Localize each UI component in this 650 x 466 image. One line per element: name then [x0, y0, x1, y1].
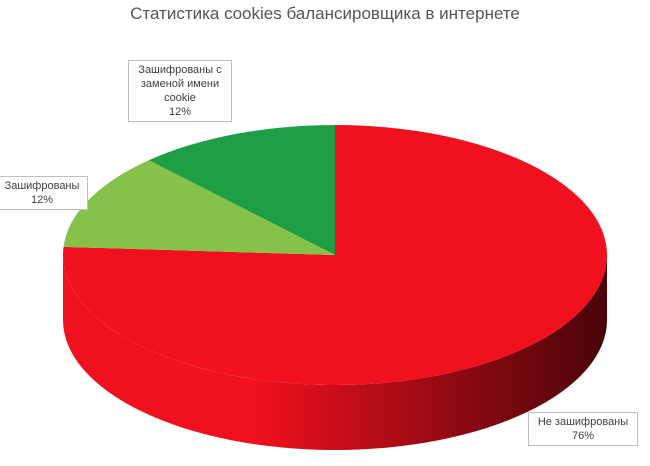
chart-title: Статистика cookies балансировщика в инте… [130, 4, 520, 23]
data-label: Зашифрованы с заменой имени cookie 12% [128, 60, 232, 122]
slice-top [148, 125, 335, 255]
pie-slice [148, 125, 335, 255]
value-label: 76% [571, 430, 595, 442]
value-label: 12% [30, 194, 54, 206]
category-label: Зашифрованы с заменой имени cookie [138, 64, 222, 104]
slice-top [63, 160, 335, 255]
category-label: Не зашифрованы [537, 416, 629, 428]
pie-slice [63, 160, 335, 255]
data-label: Зашифрованы 12% [0, 176, 88, 210]
category-label: Зашифрованы [4, 180, 80, 192]
value-label: 12% [168, 106, 192, 118]
slice-side [63, 255, 607, 450]
data-label: Не зашифрованы 76% [528, 412, 638, 446]
